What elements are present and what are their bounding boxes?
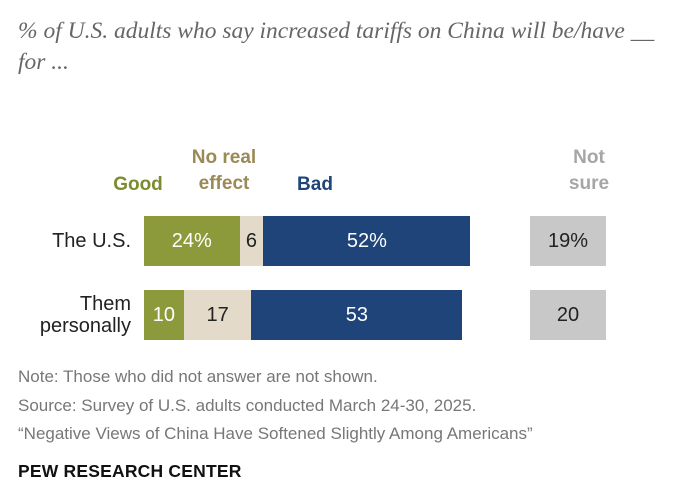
footnote-note: Note: Those who did not answer are not s… [18, 367, 378, 386]
header-no-real-effect: No real effect [191, 147, 257, 194]
data-label: 17 [206, 303, 229, 326]
data-label: 6 [245, 229, 258, 252]
bar-segment-bad: 53 [251, 290, 463, 340]
header-bad: Bad [297, 174, 333, 195]
bar-segment-no-real-effect: 6 [239, 216, 264, 266]
bar-segment-bad: 52% [263, 216, 471, 266]
bar-segment-no-real-effect: 17 [183, 290, 252, 340]
header-not-sure: Not sure [568, 147, 610, 194]
bar-segment-good: 24% [144, 216, 240, 266]
row-label: The U.S. [52, 230, 131, 252]
data-label: 52% [346, 229, 387, 252]
data-label: 10 [152, 303, 176, 326]
footnote-report: “Negative Views of China Have Softened S… [18, 424, 533, 443]
bar-segment-good: 10 [144, 290, 184, 340]
row-label: Them personally [39, 293, 131, 337]
data-label: 53 [345, 303, 369, 326]
data-label: 24% [171, 229, 212, 252]
bar-segment-not-sure: 20 [530, 290, 606, 340]
header-good: Good [113, 174, 163, 195]
chart-subtitle: % of U.S. adults who say increased tarif… [18, 18, 655, 75]
bar-segment-not-sure: 19% [530, 216, 606, 266]
data-label: 20 [556, 303, 580, 326]
data-label: 19% [547, 229, 589, 252]
pew-research-center-logo: PEW RESEARCH CENTER [18, 461, 242, 481]
footnote-source: Source: Survey of U.S. adults conducted … [18, 396, 477, 415]
